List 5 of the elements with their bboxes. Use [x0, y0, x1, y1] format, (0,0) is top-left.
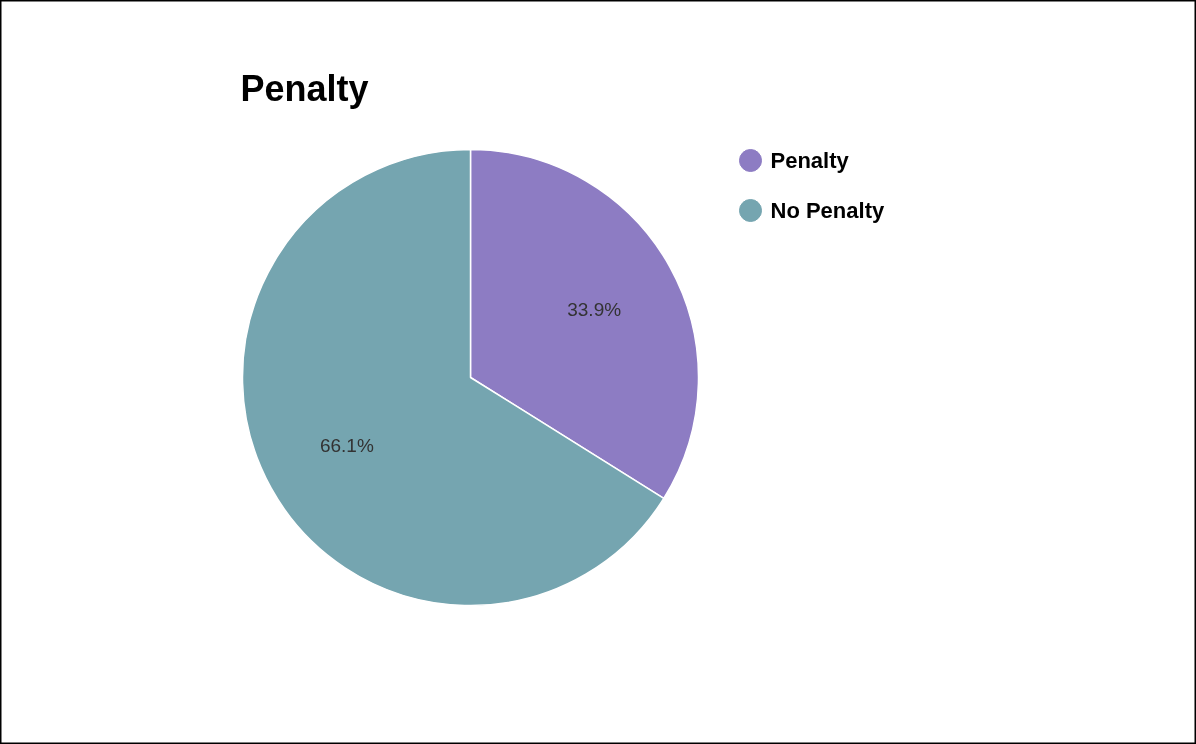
data-label: 66.1% [319, 435, 374, 457]
legend-label: Penalty [770, 148, 850, 173]
chart-title: Penalty [240, 68, 369, 109]
legend-label: No Penalty [770, 198, 885, 223]
data-label: 33.9% [567, 298, 622, 320]
